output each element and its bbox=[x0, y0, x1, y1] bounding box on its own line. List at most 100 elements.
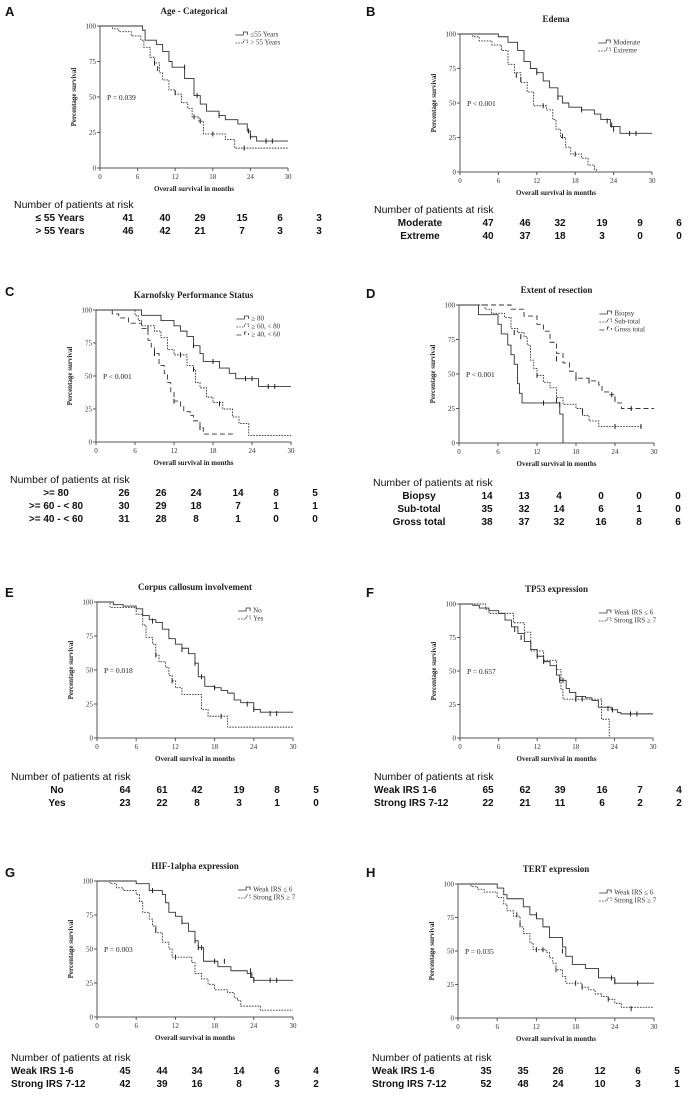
risk-count: 2 bbox=[313, 1079, 319, 1090]
risk-count: 10 bbox=[594, 1079, 606, 1090]
survival-curve-1 bbox=[458, 883, 654, 984]
y-tick-label: 100 bbox=[446, 601, 457, 609]
risk-table-row: Yes 23 22 8 3 1 0 bbox=[48, 798, 319, 809]
risk-table-row: Strong IRS 7-12 42 39 16 8 3 2 bbox=[11, 1079, 319, 1090]
y-tick-label: 75 bbox=[449, 65, 457, 73]
risk-count: 29 bbox=[155, 501, 167, 512]
y-tick-label: 25 bbox=[448, 405, 456, 413]
survival-curve-1 bbox=[460, 33, 652, 134]
risk-table-row: Strong IRS 7-12 52 48 24 10 3 1 bbox=[372, 1079, 680, 1090]
x-tick-label: 0 bbox=[95, 1022, 99, 1030]
x-tick-label: 0 bbox=[95, 743, 99, 751]
risk-table-header: Number of patients at risk bbox=[11, 1052, 131, 1064]
risk-row-label: >= 80 bbox=[43, 488, 69, 499]
x-tick-label: 0 bbox=[457, 448, 461, 456]
y-tick-label: 25 bbox=[86, 701, 94, 709]
y-tick-label: 25 bbox=[89, 129, 97, 137]
risk-count: 0 bbox=[273, 514, 279, 525]
risk-row-label: Gross total bbox=[393, 517, 446, 528]
risk-count: 23 bbox=[119, 798, 131, 809]
y-axis-label: Percentage survival bbox=[67, 641, 75, 700]
y-tick-label: 50 bbox=[448, 371, 456, 379]
risk-count: 2 bbox=[676, 798, 682, 809]
panel-letter: C bbox=[5, 284, 15, 299]
y-tick-label: 0 bbox=[451, 1015, 455, 1023]
risk-count: 9 bbox=[637, 218, 643, 229]
legend-label: Sub-total bbox=[614, 318, 640, 326]
y-tick-label: 75 bbox=[89, 58, 97, 66]
chart-title: TP53 expression bbox=[525, 584, 588, 594]
risk-count: 8 bbox=[273, 488, 279, 499]
risk-count: 32 bbox=[518, 504, 530, 515]
legend-swatch bbox=[598, 617, 612, 622]
legend-label: No bbox=[253, 607, 262, 615]
y-axis-label: Percentage survival bbox=[67, 920, 75, 979]
y-axis-label: Percentage survival bbox=[70, 68, 78, 127]
chart-title: TERT expression bbox=[523, 864, 590, 874]
legend-swatch bbox=[598, 47, 611, 52]
risk-count: 14 bbox=[233, 1066, 245, 1077]
survival-curve-2 bbox=[460, 33, 597, 172]
x-tick-label: 12 bbox=[534, 448, 542, 456]
y-tick-label: 75 bbox=[85, 340, 93, 348]
y-tick-label: 100 bbox=[83, 599, 94, 607]
risk-table: Number of patients at risk Weak IRS 1-6 65… bbox=[374, 771, 682, 809]
risk-table-row: No 64 61 42 19 8 5 bbox=[50, 785, 319, 796]
risk-count: 6 bbox=[277, 213, 283, 224]
legend-label: Moderate bbox=[613, 39, 640, 47]
x-axis-label: Overall survival in months bbox=[154, 185, 234, 193]
risk-table-row: >= 60 - < 80 30 29 18 7 1 1 bbox=[29, 501, 318, 512]
risk-count: 26 bbox=[118, 488, 130, 499]
y-tick-label: 50 bbox=[449, 668, 457, 676]
risk-count: 46 bbox=[122, 226, 134, 237]
risk-count: 6 bbox=[676, 218, 682, 229]
x-tick-label: 24 bbox=[250, 743, 258, 751]
risk-count: 14 bbox=[553, 504, 565, 515]
legend-label: Extreme bbox=[613, 47, 637, 55]
y-tick-label: 100 bbox=[445, 302, 456, 310]
p-value: P = 0.657 bbox=[467, 667, 496, 676]
y-tick-label: 100 bbox=[446, 31, 457, 39]
legend-swatch bbox=[598, 609, 612, 614]
x-tick-label: 30 bbox=[651, 448, 659, 456]
x-tick-label: 18 bbox=[572, 1023, 580, 1031]
risk-count: 61 bbox=[156, 785, 168, 796]
risk-count: 26 bbox=[155, 488, 167, 499]
risk-count: 0 bbox=[312, 514, 318, 525]
risk-count: 3 bbox=[635, 1079, 641, 1090]
risk-count: 6 bbox=[635, 1066, 641, 1077]
risk-count: 5 bbox=[313, 785, 319, 796]
y-axis-label: Percentage survival bbox=[66, 347, 74, 406]
x-tick-label: 18 bbox=[209, 173, 217, 181]
risk-table-row: Strong IRS 7-12 22 21 11 6 2 2 bbox=[374, 798, 682, 809]
x-tick-label: 24 bbox=[250, 1022, 258, 1030]
survival-curve-1 bbox=[459, 304, 564, 443]
y-tick-label: 0 bbox=[90, 1014, 94, 1022]
risk-count: 1 bbox=[636, 504, 642, 515]
risk-count: 22 bbox=[156, 798, 168, 809]
x-tick-label: 30 bbox=[290, 743, 298, 751]
panel-letter: H bbox=[366, 865, 375, 880]
risk-table-header: Number of patients at risk bbox=[10, 474, 130, 486]
risk-count: 38 bbox=[481, 517, 493, 528]
risk-count: 11 bbox=[555, 798, 566, 809]
x-tick-label: 12 bbox=[533, 177, 541, 185]
y-tick-label: 50 bbox=[86, 946, 94, 954]
risk-table-row: ≤ 55 Years 41 40 29 15 6 3 bbox=[36, 213, 323, 224]
p-value: P = 0.035 bbox=[465, 947, 494, 956]
x-axis-label: Overall survival in months bbox=[517, 460, 597, 468]
risk-count: 31 bbox=[118, 514, 130, 525]
risk-row-label: Yes bbox=[48, 798, 66, 809]
y-tick-label: 100 bbox=[83, 878, 94, 886]
risk-count: 21 bbox=[519, 798, 531, 809]
panel-letter: A bbox=[5, 4, 15, 19]
risk-count: 19 bbox=[233, 785, 245, 796]
risk-row-label: Biopsy bbox=[402, 491, 436, 502]
risk-table: Number of patients at risk Weak IRS 1-6 45… bbox=[11, 1052, 319, 1090]
p-value: P = 0.003 bbox=[104, 945, 133, 954]
x-tick-label: 30 bbox=[290, 1022, 298, 1030]
